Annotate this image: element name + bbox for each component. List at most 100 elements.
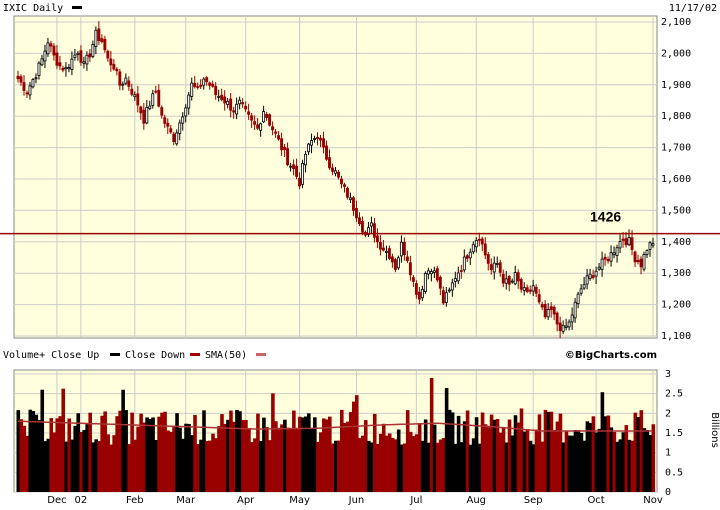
candle-body <box>34 77 38 80</box>
candle-body <box>211 83 215 87</box>
candle-body <box>540 304 544 308</box>
candle-body <box>208 82 212 86</box>
price-candles <box>16 21 655 339</box>
volume-bar <box>426 442 431 492</box>
candle-body <box>136 93 140 106</box>
candle-body <box>630 237 634 250</box>
volume-bar <box>486 427 491 492</box>
candle-body <box>229 98 233 111</box>
candle-body <box>331 167 334 172</box>
candle-body <box>516 272 520 282</box>
volume-bar <box>148 418 152 492</box>
candle-body <box>307 143 310 153</box>
volume-bar <box>369 442 374 492</box>
volume-bar <box>438 439 443 492</box>
candle-body <box>52 45 56 56</box>
candle-body <box>277 135 281 140</box>
volume-bar <box>259 440 263 492</box>
candle-body <box>202 78 206 86</box>
volume-bar <box>136 426 140 492</box>
volume-bar <box>79 431 83 492</box>
volume-bar <box>597 428 602 492</box>
x-tick: Dec <box>47 495 66 506</box>
volume-bar <box>34 414 39 492</box>
volume-y-tick: 1 <box>665 448 671 459</box>
candle-body <box>507 276 511 285</box>
candle-body <box>346 187 349 198</box>
candle-body <box>606 258 610 262</box>
candle-body <box>405 256 409 262</box>
candle-body <box>450 282 454 291</box>
candle-body <box>537 294 541 303</box>
candle-body <box>91 44 95 57</box>
candle-body <box>217 95 221 98</box>
volume-bar <box>630 440 635 492</box>
candle-body <box>148 105 152 109</box>
volume-bar <box>462 421 467 492</box>
candle-body <box>432 270 436 273</box>
volume-bar <box>76 413 81 492</box>
candle-body <box>474 240 478 248</box>
volume-bar <box>441 438 446 492</box>
candle-body <box>259 123 263 131</box>
volume-bar <box>16 410 21 492</box>
volume-bar <box>405 410 410 492</box>
candle-body <box>109 58 113 66</box>
volume-bar <box>301 417 305 492</box>
volume-bar <box>226 419 230 492</box>
candle-body <box>169 128 173 133</box>
volume-bar <box>328 416 332 492</box>
volume-bar <box>339 409 344 492</box>
volume-bar <box>331 443 335 492</box>
sma-line <box>17 420 653 432</box>
volume-bar <box>250 442 254 492</box>
volume-bar <box>310 428 314 492</box>
candle-body <box>375 235 379 243</box>
volume-bar <box>70 439 75 492</box>
reference-line-label: 1426 <box>590 209 621 225</box>
volume-bar <box>636 417 641 492</box>
volume-bar <box>271 393 275 492</box>
candle-body <box>471 244 475 253</box>
volume-bar <box>447 409 452 492</box>
volume-bar <box>600 392 605 492</box>
volume-bar <box>543 409 548 492</box>
x-tick: May <box>289 495 310 506</box>
candle-body <box>340 178 343 185</box>
x-tick: Oct <box>587 495 604 506</box>
volume-bar <box>277 427 281 492</box>
candle-body <box>390 256 394 263</box>
volume-bar <box>531 444 536 492</box>
volume-bar <box>145 417 149 492</box>
candle-body <box>262 111 266 123</box>
candle-body <box>519 279 523 290</box>
candle-body <box>381 247 385 251</box>
volume-bar <box>151 417 155 492</box>
candle-body <box>468 251 472 259</box>
candle-body <box>199 84 203 87</box>
volume-bar <box>19 419 24 492</box>
candle-body <box>411 277 415 282</box>
price-y-tick: 1,800 <box>661 111 691 122</box>
sma-label: SMA(50) <box>205 350 247 361</box>
candle-body <box>621 238 625 241</box>
volume-bar <box>91 442 95 492</box>
candle-body <box>295 165 299 177</box>
volume-bar <box>492 419 497 492</box>
candle-body <box>396 257 400 269</box>
candle-body <box>214 85 218 96</box>
candle-body <box>244 105 248 110</box>
volume-bar <box>160 412 164 492</box>
candle-body <box>459 270 463 272</box>
candle-body <box>334 170 337 174</box>
candle-body <box>193 82 197 87</box>
volume-bar <box>67 418 72 492</box>
x-tick: Aug <box>467 495 487 506</box>
candle-body <box>118 71 122 86</box>
candle-body <box>226 100 230 105</box>
candle-body <box>561 324 565 332</box>
candle-body <box>49 43 53 47</box>
candle-body <box>112 63 116 70</box>
volume-bar <box>280 424 284 492</box>
volume-bar <box>417 423 422 492</box>
